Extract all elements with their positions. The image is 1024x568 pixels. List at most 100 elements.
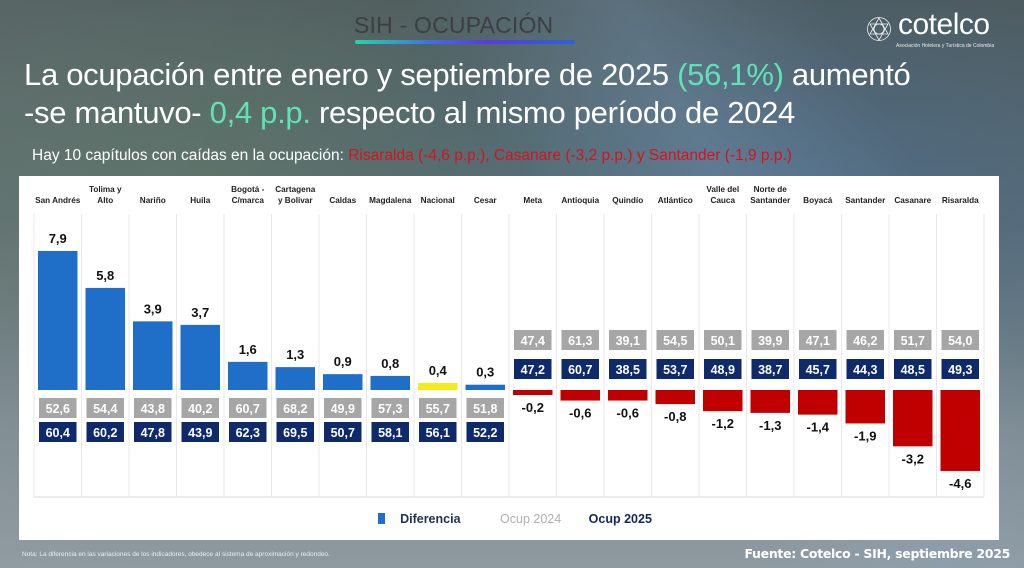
data-label-ocup-2024: 40,2	[188, 402, 212, 416]
category-label: Atlántico	[658, 196, 693, 205]
data-label-ocup-2025: 60,7	[568, 363, 592, 377]
box-ocup-2025	[799, 359, 837, 379]
bar-diferencia	[228, 361, 268, 390]
data-label-ocup-2025: 60,2	[93, 426, 117, 440]
data-label-ocup-2025: 52,2	[473, 426, 497, 440]
box-ocup-2025	[894, 359, 932, 379]
box-ocup-2024	[514, 330, 552, 350]
data-label-ocup-2024: 49,9	[331, 402, 355, 416]
footnote: Nota: La diferencia en las variaciones d…	[22, 551, 330, 558]
data-label-ocup-2025: 43,9	[188, 426, 212, 440]
data-label-ocup-2024: 46,2	[853, 334, 877, 348]
data-label-ocup-2025: 53,7	[663, 363, 687, 377]
category-label: Risaralda	[942, 196, 979, 205]
data-label-diferencia: 3,7	[191, 305, 209, 320]
data-label-ocup-2025: 49,3	[948, 363, 972, 377]
data-label-diferencia: -3,2	[902, 451, 924, 466]
box-ocup-2024	[941, 330, 979, 350]
box-ocup-2024	[134, 398, 172, 418]
category-label: Magdalena	[369, 196, 412, 205]
box-ocup-2025	[276, 422, 314, 442]
data-label-ocup-2025: 48,5	[901, 363, 925, 377]
bar-diferencia	[418, 382, 458, 390]
category-label: Caldas	[329, 196, 356, 205]
data-label-ocup-2025: 44,3	[853, 363, 877, 377]
data-label-diferencia: -1,4	[807, 420, 830, 435]
data-label-diferencia: 0,4	[429, 363, 448, 378]
category-label: Cartagena y Bolivar	[275, 185, 315, 205]
subheadline-declines: Risaralda (-4,6 p.p.), Casanare (-3,2 p.…	[348, 147, 792, 164]
data-label-diferencia: -0,2	[522, 400, 544, 415]
category-label: Cesar	[474, 196, 498, 205]
data-label-ocup-2025: 47,8	[141, 426, 165, 440]
data-label-ocup-2025: 56,1	[426, 426, 450, 440]
data-label-diferencia: 1,3	[286, 347, 304, 362]
data-label-ocup-2024: 68,2	[283, 402, 307, 416]
chart-legend: Diferencia Ocup 2024 Ocup 2025	[19, 512, 999, 526]
legend-label: Diferencia	[400, 512, 461, 526]
data-label-diferencia: 0,8	[381, 356, 399, 371]
data-label-ocup-2024: 54,0	[948, 334, 972, 348]
data-label-ocup-2025: 69,5	[283, 426, 307, 440]
headline: La ocupación entre enero y septiembre de…	[24, 56, 1004, 132]
data-label-ocup-2024: 47,4	[521, 334, 545, 348]
category-label: Nariño	[140, 196, 166, 205]
data-label-ocup-2024: 61,3	[568, 334, 592, 348]
box-ocup-2024	[751, 330, 789, 350]
box-ocup-2024	[704, 330, 742, 350]
headline-occupancy-value: (56,1%)	[677, 57, 784, 92]
data-label-ocup-2025: 58,1	[378, 426, 402, 440]
bar-diferencia	[845, 390, 885, 424]
box-ocup-2024	[276, 398, 314, 418]
box-ocup-2025	[656, 359, 694, 379]
category-label: Tolima y Alto	[89, 185, 122, 205]
cotelco-logo: cotelco Asociación Hotelera y Turística …	[866, 8, 1016, 52]
data-label-diferencia: -1,2	[712, 416, 734, 431]
box-ocup-2025	[609, 359, 647, 379]
box-ocup-2025	[181, 422, 219, 442]
data-label-ocup-2024: 54,5	[663, 334, 687, 348]
occupancy-difference-chart: San Andrés 7,9 52,6 60,4 Tolima y Alto 5,8 54,4…	[33, 185, 985, 498]
data-label-diferencia: -0,6	[617, 406, 639, 421]
headline-line-2: -se mantuvo- 0,4 p.p. respecto al mismo …	[24, 94, 1004, 132]
box-ocup-2025	[229, 422, 267, 442]
section-title-underline	[355, 40, 575, 44]
subheadline-intro: Hay 10 capítulos con caídas en la ocupac…	[32, 147, 349, 164]
box-ocup-2024	[846, 330, 884, 350]
category-label: Bogotá -C/marca	[231, 185, 264, 205]
box-ocup-2024	[656, 330, 694, 350]
data-label-ocup-2025: 60,4	[46, 426, 70, 440]
data-label-diferencia: -1,3	[759, 418, 781, 433]
bar-diferencia	[560, 390, 600, 401]
data-label-ocup-2025: 45,7	[806, 363, 830, 377]
data-label-ocup-2024: 52,6	[46, 402, 70, 416]
bar-diferencia	[655, 390, 695, 405]
data-label-ocup-2025: 48,9	[711, 363, 735, 377]
bar-diferencia	[370, 375, 410, 390]
category-label: Santander	[845, 196, 886, 205]
category-label: Nacional	[421, 196, 455, 205]
box-ocup-2024	[229, 398, 267, 418]
data-label-diferencia: -1,9	[854, 428, 876, 443]
data-label-diferencia: 0,9	[334, 354, 352, 369]
headline-text: La ocupación entre enero y septiembre de…	[24, 57, 678, 92]
data-label-ocup-2024: 43,8	[141, 402, 165, 416]
box-ocup-2024	[39, 398, 77, 418]
box-ocup-2025	[86, 422, 124, 442]
category-label: Antioquia	[561, 196, 599, 205]
data-label-ocup-2025: 38,5	[616, 363, 640, 377]
category-label: Meta	[523, 196, 542, 205]
box-ocup-2025	[704, 359, 742, 379]
box-ocup-2025	[466, 422, 504, 442]
headline-change-value: 0,4 p.p.	[209, 95, 311, 130]
data-label-ocup-2024: 51,7	[901, 334, 925, 348]
bar-diferencia	[750, 390, 790, 413]
bar-diferencia	[133, 321, 173, 390]
bar-diferencia	[608, 390, 648, 401]
bar-diferencia	[275, 367, 315, 390]
box-ocup-2025	[371, 422, 409, 442]
bar-diferencia	[513, 390, 553, 395]
box-ocup-2024	[419, 398, 457, 418]
data-label-diferencia: -0,8	[664, 409, 686, 424]
data-label-ocup-2025: 47,2	[521, 363, 545, 377]
